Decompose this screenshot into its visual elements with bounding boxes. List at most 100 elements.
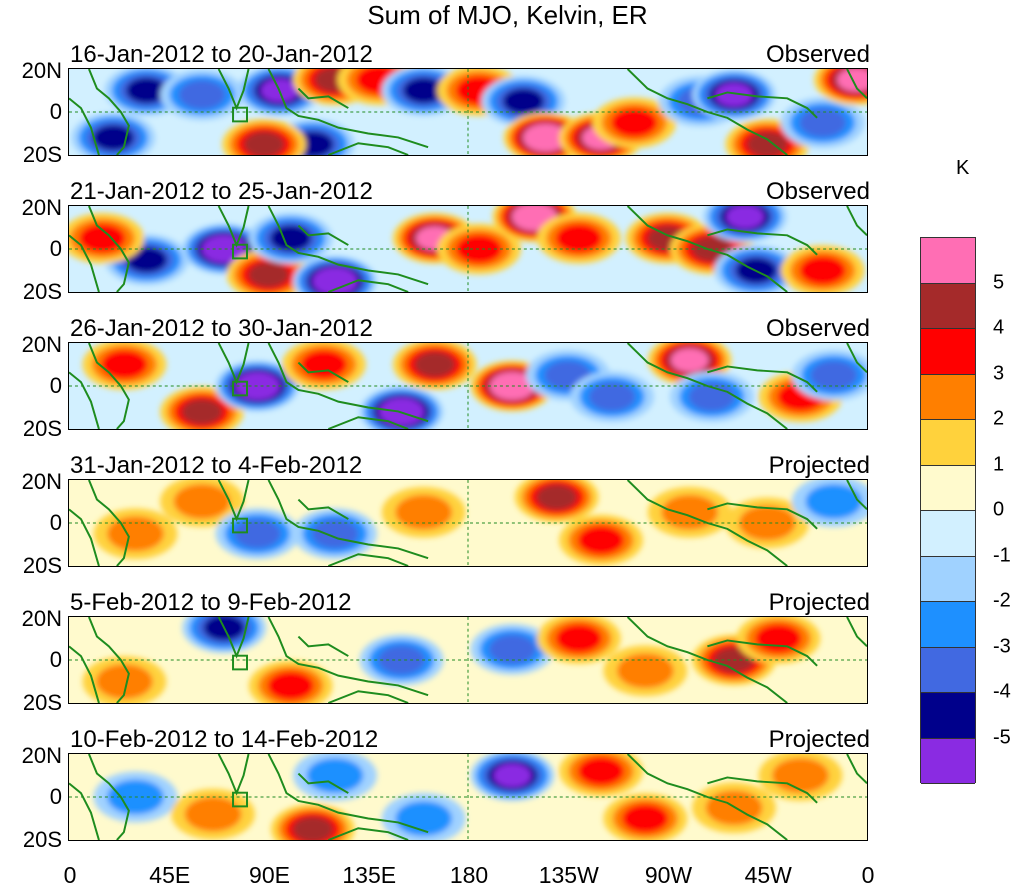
latitude-tick-label: 20N [21, 58, 62, 83]
colorbar-swatch [921, 374, 975, 420]
coastline [327, 690, 409, 703]
coastline [327, 279, 409, 292]
anomaly-contour [527, 126, 564, 150]
anomaly-contour [555, 223, 603, 253]
anomaly-contour [79, 223, 126, 253]
coastline [69, 97, 100, 155]
anomaly-contour [502, 88, 544, 115]
coastline [327, 827, 409, 840]
anomaly-contour [243, 131, 285, 155]
coastline [88, 69, 130, 155]
coastline [327, 416, 409, 429]
coastline [297, 87, 349, 109]
anomaly-contour [577, 756, 625, 786]
anomaly-contour [306, 758, 364, 793]
colorbar-level-label: -1 [993, 544, 1011, 566]
coastline [707, 228, 818, 256]
colorbar-level-label: -4 [993, 680, 1011, 703]
latitude-tick-label: 20N [21, 743, 62, 768]
colorbar-swatch [921, 420, 975, 466]
anomaly-field [69, 480, 867, 566]
colorbar-level-label: 2 [993, 407, 1005, 430]
latitude-tick-label: 20S [22, 553, 62, 578]
panel-status: Observed [765, 41, 870, 68]
longitude-tick-label: 180 [449, 862, 489, 888]
colorbar-swatch [921, 602, 975, 648]
coastline [846, 754, 867, 785]
panel-status: Projected [768, 726, 870, 753]
anomaly-contour [516, 206, 553, 228]
anomaly-field [69, 343, 867, 429]
anomaly-contour [755, 624, 802, 653]
anomaly-contour [126, 77, 168, 104]
longitude-tick-label: 90W [644, 862, 693, 888]
longitude-tick-label: 45E [149, 862, 191, 888]
anomaly-contour [395, 494, 452, 530]
coastline [297, 361, 349, 383]
anomaly-contour [395, 801, 452, 836]
panel-status: Projected [768, 589, 870, 616]
coastline [267, 617, 429, 697]
coastline [267, 69, 429, 149]
coastline [626, 754, 788, 840]
anomaly-contour [414, 351, 456, 378]
anomaly-contour [799, 108, 846, 138]
colorbar-swatch [921, 647, 975, 693]
anomaly-contour [688, 382, 736, 412]
chart-title: Sum of MJO, Kelvin, ER [367, 0, 648, 30]
latitude-tick-label: 20S [22, 690, 62, 715]
region-box-marker [232, 106, 248, 123]
region-box-marker [232, 517, 248, 534]
region-box-marker [232, 380, 248, 397]
colorbar-swatch [921, 738, 975, 784]
anomaly-map [68, 342, 868, 430]
latitude-tick-label: 20N [21, 606, 62, 631]
colorbar-swatch [921, 283, 975, 329]
anomaly-map [68, 753, 868, 841]
anomaly-contour [810, 360, 857, 390]
latitude-tick-label: 0 [49, 510, 62, 535]
anomaly-contour [799, 256, 846, 285]
anomaly-contour [107, 516, 164, 552]
coastline [707, 776, 818, 804]
colorbar-level-label: -3 [993, 635, 1011, 657]
coastline [88, 754, 130, 840]
colorbar-level-label: 1 [993, 453, 1005, 475]
anomaly-contour [577, 525, 625, 555]
longitude-tick-label: 135W [538, 862, 599, 888]
latitude-tick-label: 0 [49, 373, 62, 398]
map-panel: 16-Jan-2012 to 20-Jan-2012 Observed 20N 0 20… [0, 42, 900, 182]
colorbar-level-label: 4 [993, 316, 1005, 339]
coastline [297, 498, 349, 520]
coastline [626, 617, 788, 703]
anomaly-field [69, 617, 867, 703]
colorbar-level-label: 3 [993, 362, 1005, 384]
colorbar-level-label: 0 [993, 498, 1005, 521]
panel-status: Observed [765, 178, 870, 205]
coastline [297, 635, 349, 657]
colorbar-swatch [921, 465, 975, 511]
anomaly-contour [101, 350, 148, 379]
anomaly-contour [292, 816, 334, 840]
region-box-marker [232, 243, 248, 260]
panel-date-range: 26-Jan-2012 to 30-Jan-2012 [70, 315, 373, 342]
anomaly-blobs [71, 69, 867, 155]
anomaly-contour [555, 624, 603, 653]
coastline [846, 206, 867, 237]
anomaly-contour [181, 398, 223, 425]
anomaly-contour [378, 645, 425, 675]
latitude-tick-label: 0 [49, 647, 62, 672]
longitude-tick-label: 0 [861, 862, 875, 888]
latitude-tick-label: 20S [22, 827, 62, 852]
anomaly-contour [96, 664, 153, 699]
panel-date-range: 21-Jan-2012 to 25-Jan-2012 [70, 178, 373, 205]
colorbar-swatch [921, 329, 975, 375]
colorbar [920, 237, 976, 784]
colorbar-swatch [921, 238, 975, 284]
coastline [267, 754, 429, 834]
anomaly-contour [772, 758, 829, 793]
panel-status: Observed [765, 315, 870, 342]
anomaly-contour [536, 484, 578, 511]
coastline [846, 343, 867, 374]
coastline [626, 206, 788, 292]
